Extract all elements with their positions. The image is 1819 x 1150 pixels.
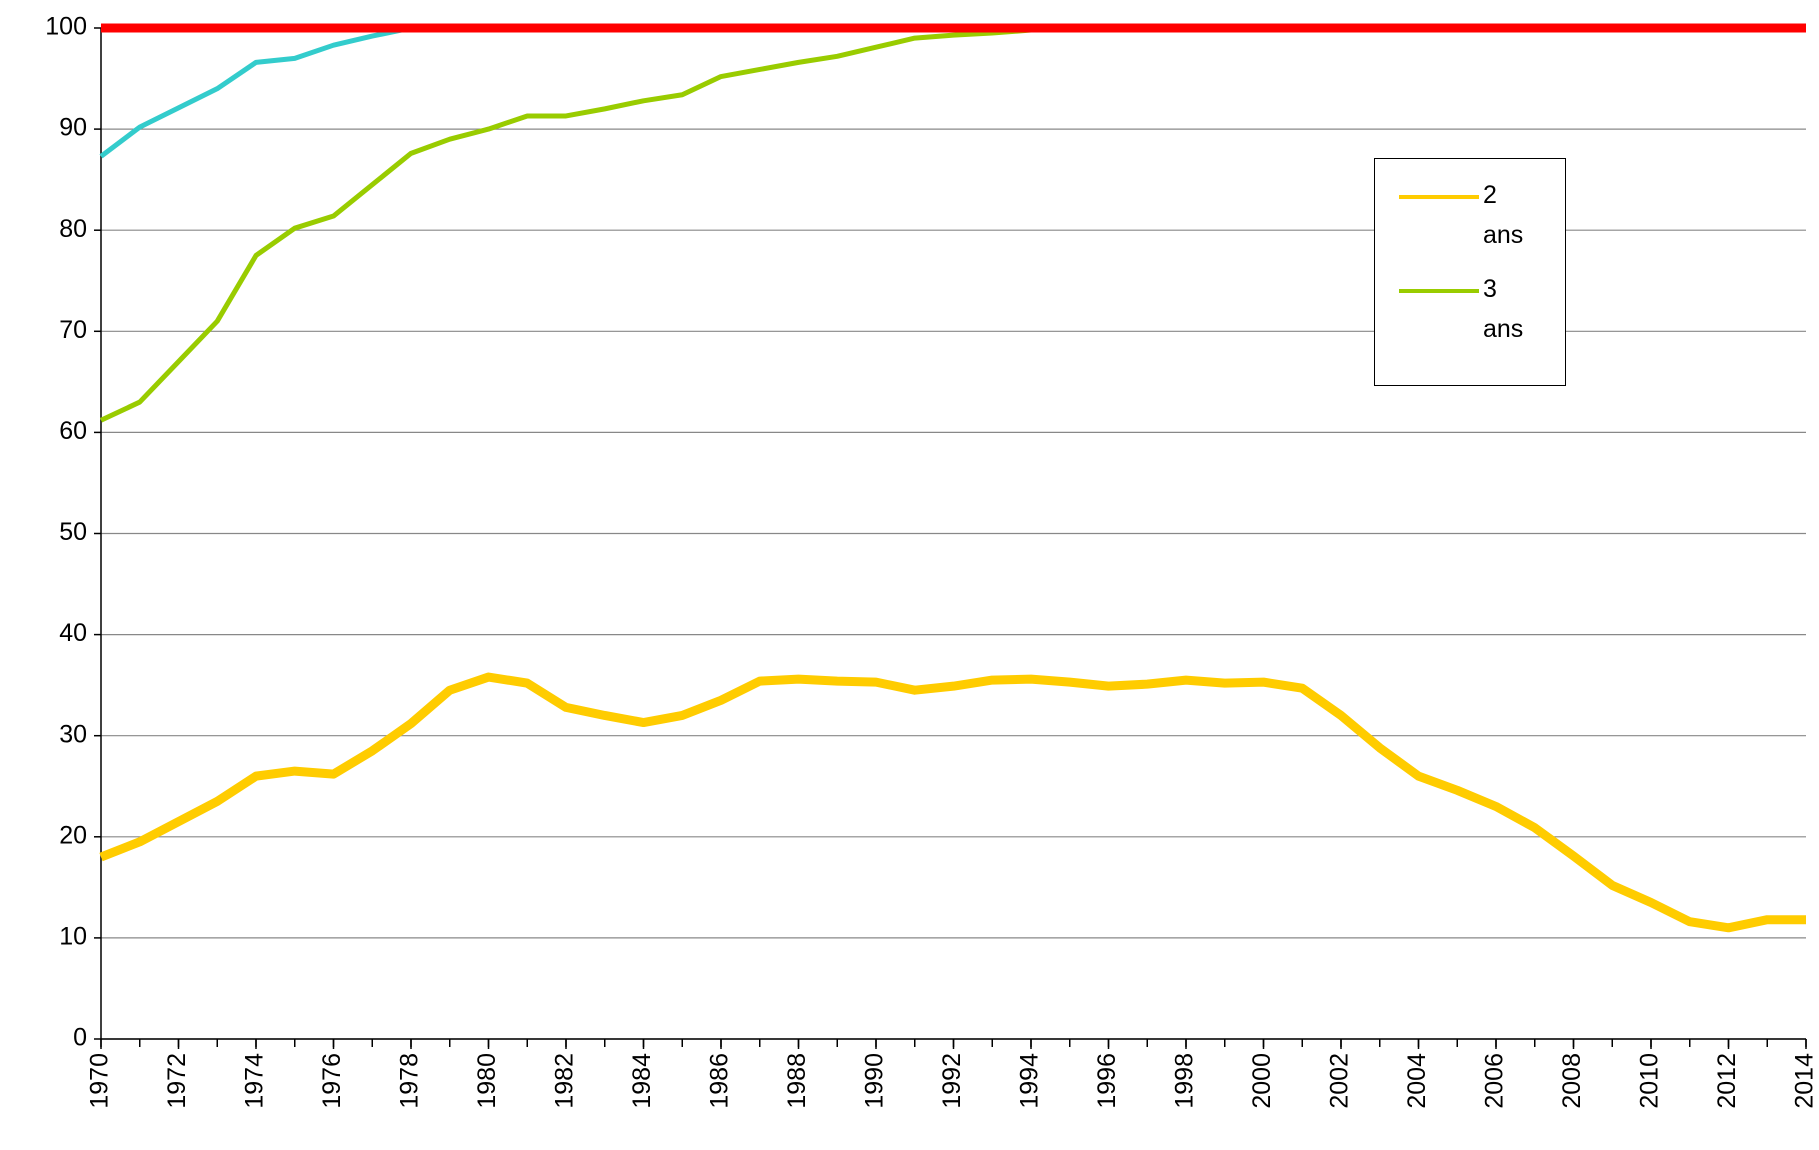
x-tick-label: 1998 [1171, 1053, 1199, 1109]
legend-item: 2 ans [1399, 181, 1565, 255]
legend-label: 3 ans [1483, 275, 1524, 343]
y-tick-label: 30 [59, 720, 87, 748]
y-tick-label: 90 [59, 114, 87, 142]
x-tick-label: 1970 [86, 1053, 114, 1109]
x-tick-label: 2002 [1326, 1053, 1354, 1109]
x-tick-label: 1992 [938, 1053, 966, 1109]
x-tick-label: 2004 [1403, 1053, 1431, 1109]
y-tick-label: 70 [59, 316, 87, 344]
legend-swatch [1399, 195, 1479, 199]
x-tick-label: 2014 [1791, 1053, 1819, 1109]
x-tick-label: 2006 [1481, 1053, 1509, 1109]
y-tick-label: 60 [59, 417, 87, 445]
legend-label: 2 ans [1483, 181, 1524, 249]
x-tick-label: 1982 [551, 1053, 579, 1109]
x-tick-label: 2012 [1713, 1053, 1741, 1109]
x-tick-label: 1976 [318, 1053, 346, 1109]
y-tick-label: 50 [59, 518, 87, 546]
y-tick-label: 80 [59, 215, 87, 243]
series-line [99, 25, 1806, 159]
series-line [99, 672, 1806, 933]
x-tick-label: 1986 [706, 1053, 734, 1109]
x-tick-label: 1974 [241, 1053, 269, 1109]
x-tick-label: 1980 [473, 1053, 501, 1109]
x-tick-label: 2010 [1636, 1053, 1664, 1109]
x-tick-label: 1990 [861, 1053, 889, 1109]
y-tick-label: 40 [59, 619, 87, 647]
x-tick-label: 1994 [1016, 1053, 1044, 1109]
x-tick-label: 1972 [163, 1053, 191, 1109]
x-tick-label: 1988 [783, 1053, 811, 1109]
x-tick-label: 2008 [1558, 1053, 1586, 1109]
y-tick-label: 20 [59, 821, 87, 849]
y-tick-label: 100 [45, 13, 87, 41]
x-tick-label: 1984 [628, 1053, 656, 1109]
x-tick-label: 1996 [1093, 1053, 1121, 1109]
x-tick-label: 1978 [396, 1053, 424, 1109]
x-tick-label: 2000 [1248, 1053, 1276, 1109]
y-tick-label: 10 [59, 923, 87, 951]
legend-item: 3 ans [1399, 275, 1565, 349]
legend: 2 ans 3 ans [1374, 158, 1566, 386]
y-tick-label: 0 [73, 1024, 87, 1052]
legend-swatch [1399, 289, 1479, 293]
